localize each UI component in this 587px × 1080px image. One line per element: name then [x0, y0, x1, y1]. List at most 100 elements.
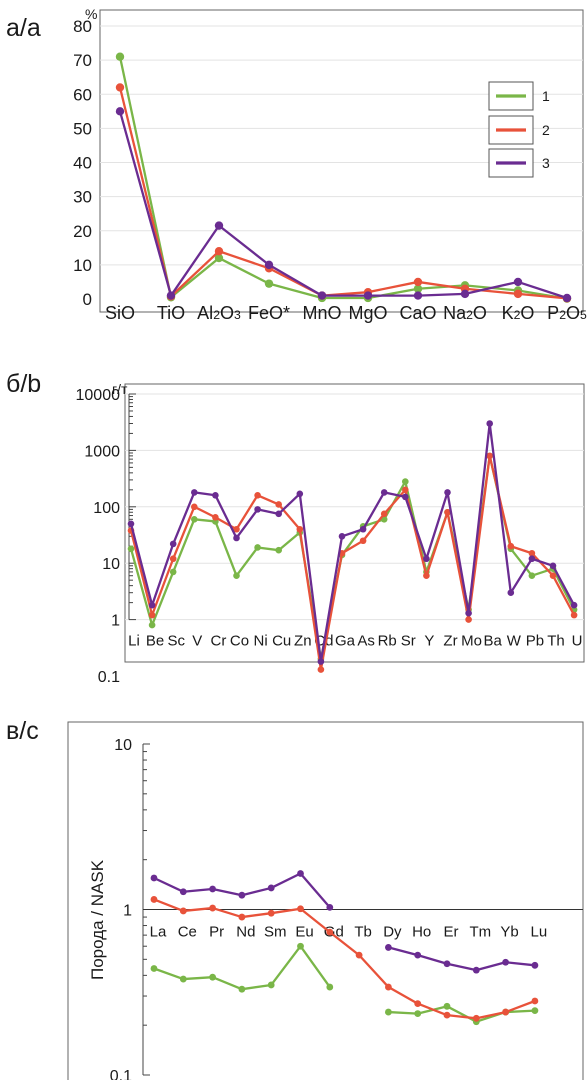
chart-c-point-s1-gd [326, 983, 334, 991]
chart-b-point-s2-u [570, 611, 578, 619]
chart-c-xtick-yb: Yb [500, 924, 518, 941]
chart-c-xtick-ho: Ho [412, 924, 431, 941]
chart-b-point-s2-ni [254, 491, 261, 499]
chart-c-point-s2-tb [355, 951, 363, 959]
chart-b-point-s3-th [549, 562, 557, 570]
chart-a-legend-label-2: 2 [542, 122, 550, 138]
chart-c-ytick-0.1: 0.1 [110, 1068, 132, 1080]
chart-b-point-s3-cd [317, 658, 325, 665]
chart-b-ytick-100: 100 [93, 500, 120, 517]
chart-b-point-s2-co [233, 525, 240, 533]
chart-b-point-s1-v [191, 516, 198, 523]
chart-a-point-s3-feo [264, 260, 274, 270]
chart-a-legend-label-3: 3 [542, 155, 550, 171]
chart-c-point-s2-gd [326, 928, 334, 936]
chart-b-point-s2-zn [296, 525, 304, 533]
chart-c-point-s3-lu [531, 961, 539, 969]
chart-b-point-s2-zr [444, 508, 451, 516]
chart-b-point-s3-as [359, 525, 367, 533]
chart-b-point-s2-rb [380, 510, 388, 518]
chart-b-xtick-zr: Zr [443, 633, 457, 650]
chart-b-point-s2-w [507, 542, 515, 550]
chart-a-point-s2-al2o3 [214, 247, 224, 256]
chart-c-xtick-pr: Pr [209, 924, 224, 941]
chart-b-point-s3-mo [465, 609, 472, 617]
chart-b-xtick-li: Li [128, 633, 140, 650]
chart-a-frame [99, 9, 584, 313]
chart-a-xtick-mno: MnO [302, 303, 341, 323]
chart-a-point-s3-tio [166, 291, 176, 300]
chart-a-xtick-feo: FeO* [248, 303, 290, 323]
chart-c-point-s2-yb [502, 1008, 509, 1016]
chart-b-point-s2-as [359, 537, 367, 545]
chart-b-point-s2-be [148, 611, 156, 619]
chart-c-xtick-nd: Nd [236, 924, 255, 941]
chart-c-point-s2-eu [297, 905, 304, 913]
chart-b-point-s1-sc [169, 568, 177, 576]
chart-c-xtick-la: La [150, 924, 167, 941]
chart-b-xtick-mo: Mo [461, 633, 482, 650]
chart-a-xtick-k2o: K2O [502, 303, 535, 323]
chart-c-point-s2-sm [267, 909, 275, 917]
chart-b-point-s3-ni [254, 506, 261, 513]
chart-b-point-s2-cd [317, 666, 325, 673]
chart-c-point-s3-nd [238, 891, 246, 899]
panel-label-c: в/с [6, 717, 39, 745]
chart-b-ytick-10000: 10000 [76, 387, 121, 404]
chart-a-point-s1-sio [115, 52, 125, 61]
chart-c-ytick-1: 1 [123, 903, 132, 920]
chart-c-point-s2-la [150, 896, 158, 903]
chart-a-ytick-30: 30 [73, 188, 92, 207]
chart-a-ytick-70: 70 [73, 51, 92, 70]
chart-a-ytick-20: 20 [73, 222, 92, 241]
chart-c-ylabel: Порода / NASK [88, 859, 107, 980]
chart-b-point-s1-be [148, 621, 156, 629]
chart-c-xtick-dy: Dy [383, 924, 402, 941]
chart-a-point-s2-sio [115, 83, 125, 92]
chart-b-point-s1-co [233, 572, 240, 580]
chart-b-point-s3-u [570, 601, 578, 609]
chart-b-xtick-co: Co [230, 633, 249, 650]
chart-b-point-s3-w [507, 589, 515, 596]
chart-c-point-s3-ho [414, 951, 422, 959]
chart-c-point-s1-nd [238, 985, 246, 993]
panel-label-b: б/b [6, 370, 42, 398]
chart-b-point-s2-cr [212, 514, 219, 521]
chart-c-point-s3-ce [179, 888, 187, 896]
chart-b-point-s3-be [148, 601, 156, 609]
chart-b-xtick-th: Th [547, 633, 565, 650]
chart-a-point-s3-p2o5 [562, 293, 572, 303]
chart-b-xtick-u: U [572, 633, 583, 650]
chart-c-point-s3-yb [502, 958, 509, 966]
chart-c-point-s2-ce [179, 907, 187, 915]
chart-a-point-s3-k2o [513, 277, 523, 287]
chart-b-point-s2-mo [465, 616, 472, 623]
chart-a-ytick-40: 40 [73, 154, 92, 173]
chart-b-point-s3-li [127, 520, 135, 528]
chart-c-point-s1-ce [179, 975, 187, 983]
chart-b-xtick-ga: Ga [335, 633, 356, 650]
chart-a-point-s1-cao [413, 284, 423, 293]
chart-c-series-3-line-2 [388, 946, 536, 972]
chart-b-xtick-sc: Sc [167, 633, 185, 650]
chart-a-point-s1-feo [264, 279, 274, 288]
chart-c-xtick-tm: Tm [469, 924, 491, 941]
chart-b-frame [124, 383, 585, 663]
chart-a-xtick-al2o3: Al2O3 [197, 303, 241, 323]
chart-a-ytick-0: 0 [83, 290, 92, 309]
chart-a-point-s2-k2o [513, 289, 523, 299]
chart-b-point-s3-pb [528, 555, 536, 563]
chart-b-point-s3-zn [296, 490, 304, 498]
chart-c-series-2-line [153, 898, 536, 1020]
chart-a-point-s2-cao [413, 277, 423, 287]
chart-c-point-s3-er [443, 960, 451, 968]
chart-a-xtick-mgo: MgO [348, 303, 387, 323]
chart-a-point-s3-cao [413, 291, 423, 300]
chart-b-point-s3-zr [444, 489, 451, 496]
chart-b-xtick-ba: Ba [484, 633, 503, 650]
chart-a-point-s3-na2o [460, 289, 470, 299]
chart-a-ytick-60: 60 [73, 85, 92, 104]
chart-c-point-s2-nd [238, 913, 246, 921]
chart-a-ylabel: % [85, 6, 97, 22]
